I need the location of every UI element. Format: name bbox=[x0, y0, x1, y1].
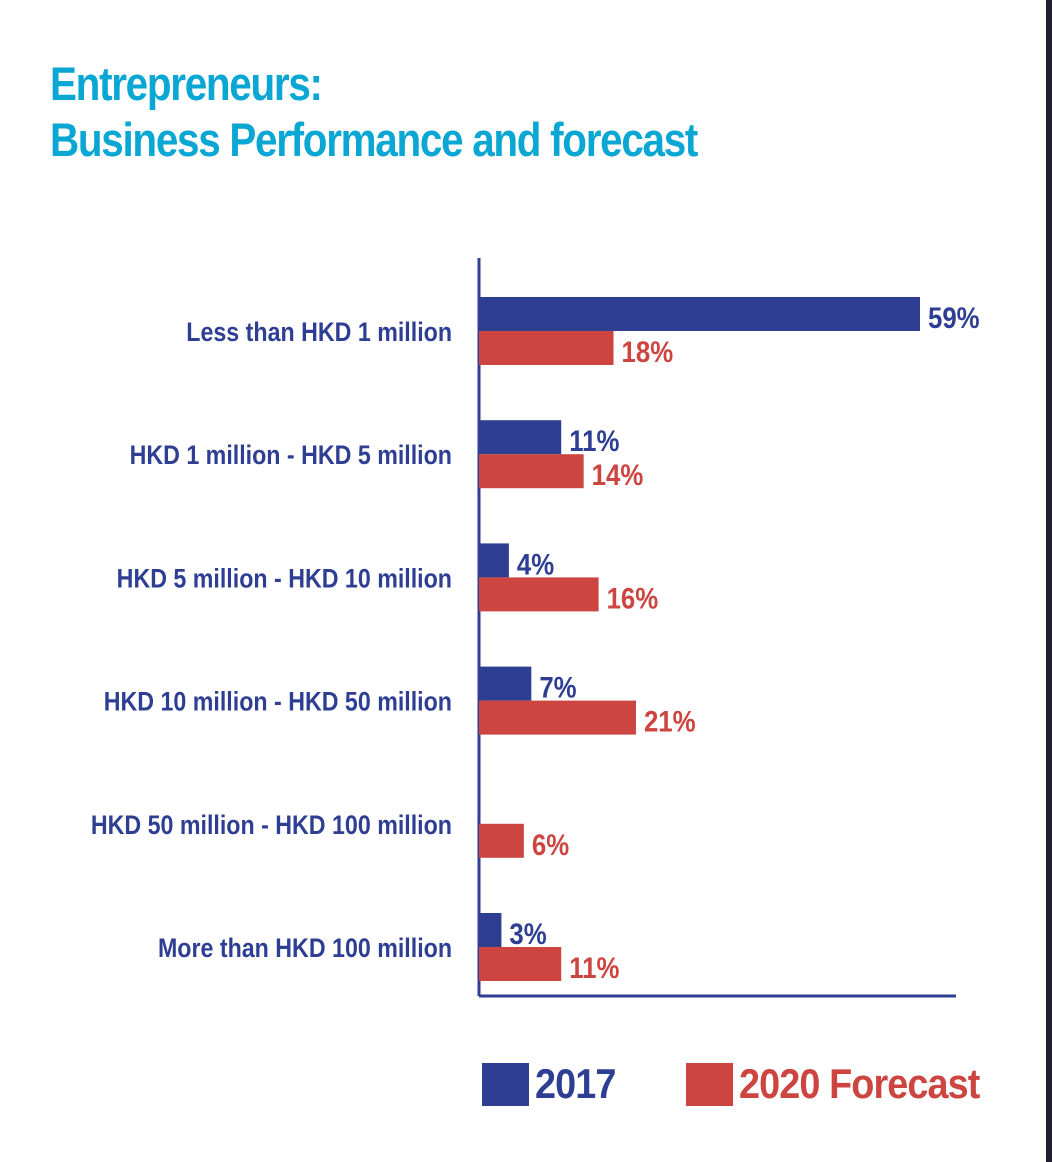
bar-2020-forecast bbox=[479, 947, 562, 981]
bar-2020-forecast bbox=[479, 454, 584, 489]
legend-item-2020-forecast: 2020 Forecast bbox=[686, 1060, 1006, 1108]
category-label: HKD 10 million - HKD 50 million bbox=[104, 687, 452, 717]
title-line-1: Entrepreneurs: bbox=[50, 57, 323, 110]
bar-2020-forecast bbox=[479, 577, 599, 612]
category-label: More than HKD 100 million bbox=[158, 933, 452, 963]
value-label-2020-forecast: 6% bbox=[532, 828, 569, 861]
bar-2017 bbox=[479, 543, 509, 578]
category-label: HKD 5 million - HKD 10 million bbox=[117, 564, 452, 594]
value-label-2020-forecast: 14% bbox=[592, 458, 644, 491]
category-label: HKD 50 million - HKD 100 million bbox=[91, 810, 452, 840]
value-label-2017: 59% bbox=[928, 301, 980, 334]
page-title: Entrepreneurs: Business Performance and … bbox=[50, 56, 698, 168]
legend-item-2017: 2017 bbox=[482, 1060, 624, 1108]
category-label: Less than HKD 1 million bbox=[186, 317, 452, 347]
legend-label-2020-forecast: 2020 Forecast bbox=[739, 1060, 980, 1107]
bar-2017 bbox=[479, 420, 562, 455]
legend: 2017 2020 Forecast bbox=[482, 1060, 1052, 1108]
value-label-2020-forecast: 16% bbox=[607, 582, 659, 615]
bar-2020-forecast bbox=[479, 700, 636, 735]
category-label: HKD 1 million - HKD 5 million bbox=[130, 441, 452, 471]
legend-label-2017: 2017 bbox=[535, 1060, 616, 1107]
bar-2017 bbox=[479, 666, 532, 701]
bar-2017 bbox=[479, 297, 920, 331]
title-line-2: Business Performance and forecast bbox=[50, 113, 698, 166]
bar-2020-forecast bbox=[479, 331, 614, 365]
bar-2020-forecast bbox=[479, 823, 524, 858]
value-label-2020-forecast: 18% bbox=[622, 335, 674, 368]
value-label-2017: 3% bbox=[509, 917, 546, 950]
value-label-2017: 4% bbox=[517, 548, 554, 581]
legend-swatch-2017 bbox=[482, 1062, 529, 1106]
bar-2017 bbox=[479, 913, 502, 947]
value-label-2020-forecast: 21% bbox=[644, 705, 696, 738]
value-label-2020-forecast: 11% bbox=[569, 951, 619, 984]
value-label-2017: 11% bbox=[569, 424, 619, 457]
value-label-2017: 7% bbox=[539, 671, 576, 704]
right-edge-border bbox=[1046, 0, 1052, 1162]
legend-swatch-2020-forecast bbox=[686, 1062, 734, 1106]
